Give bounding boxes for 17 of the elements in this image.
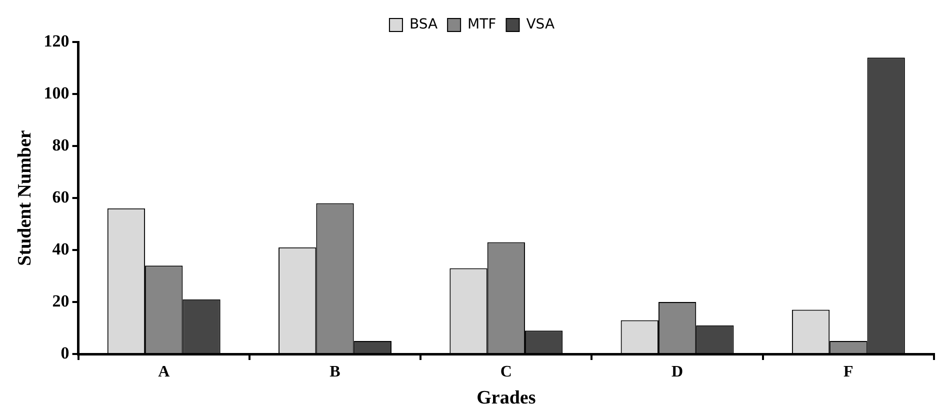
y-tick-label: 0 xyxy=(60,343,70,362)
y-tick-label: 100 xyxy=(44,83,70,102)
x-axis-title: Grades xyxy=(476,388,536,409)
x-tick-label: F xyxy=(844,364,854,381)
legend-label: MTF xyxy=(468,16,496,33)
y-tick-label: 60 xyxy=(52,187,70,206)
y-tick-label: 80 xyxy=(52,135,70,154)
x-tick-label: C xyxy=(500,364,512,381)
x-tick-label: B xyxy=(330,364,341,381)
legend-label: VSA xyxy=(526,16,555,33)
x-tick-label: D xyxy=(672,364,684,381)
y-tick-label: 40 xyxy=(52,239,70,258)
y-tick-label: 120 xyxy=(44,31,70,50)
legend-label: BSA xyxy=(409,16,438,33)
y-axis-title: Student Number xyxy=(14,130,36,266)
y-tick-label: 20 xyxy=(52,291,70,310)
x-tick-label: A xyxy=(158,364,170,381)
